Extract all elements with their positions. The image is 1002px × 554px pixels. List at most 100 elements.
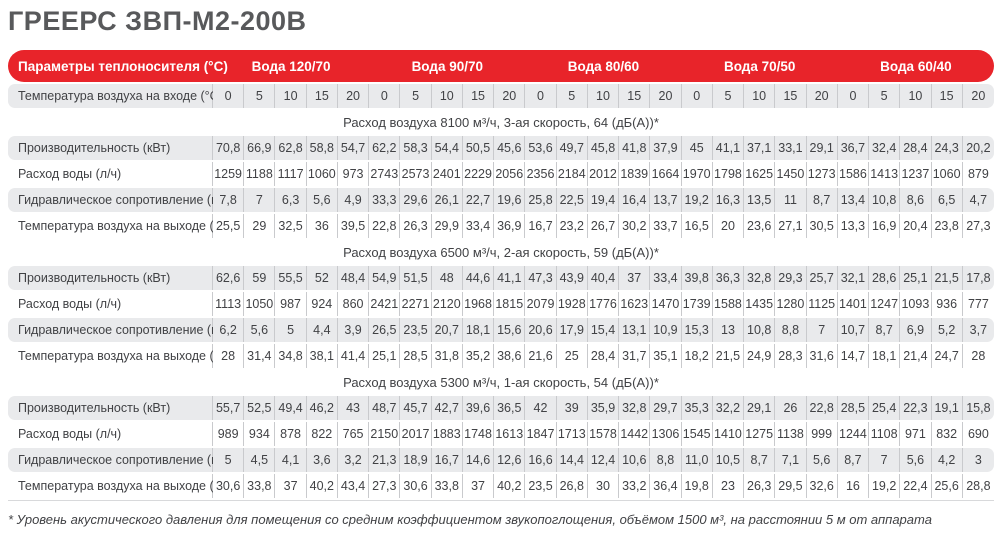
value-cell: 47,3	[525, 266, 557, 290]
value-cell: 29,3	[775, 266, 807, 290]
value-cell: 26	[775, 396, 807, 420]
value-cell: 18,1	[869, 344, 901, 368]
value-cell: 36,3	[712, 266, 745, 290]
inlet-temp-value: 0	[525, 84, 557, 108]
value-cell: 70,8	[213, 136, 245, 160]
value-cell: 1401	[837, 292, 870, 316]
value-cell: 28	[962, 344, 994, 368]
value-cell: 54,4	[431, 136, 463, 160]
value-cell: 1625	[744, 162, 776, 186]
value-cell: 31,8	[431, 344, 463, 368]
value-cell: 16,5	[681, 214, 713, 238]
value-cell: 973	[337, 162, 370, 186]
value-cell: 43,4	[337, 474, 370, 498]
data-row: Производительность (кВт) 70,8 66,9 62,8 58,8…	[8, 136, 994, 160]
value-cell: 35,9	[587, 396, 620, 420]
inlet-temp-value: 10	[587, 84, 620, 108]
value-cell: 17,8	[962, 266, 994, 290]
value-cell: 59	[244, 266, 276, 290]
inlet-temp-value: 0	[369, 84, 401, 108]
value-cell: 1776	[587, 292, 620, 316]
row-label: Расход воды (л/ч)	[8, 162, 213, 186]
value-cell: 25,5	[213, 214, 245, 238]
value-cell: 53,6	[525, 136, 557, 160]
value-cell: 22,4	[900, 474, 932, 498]
value-cell: 1623	[619, 292, 651, 316]
value-cell: 33,4	[462, 214, 495, 238]
inlet-temp-value: 5	[869, 84, 901, 108]
value-cell: 29,1	[744, 396, 776, 420]
value-cell: 3,6	[306, 448, 338, 472]
value-cell: 2229	[462, 162, 495, 186]
value-cell: 1586	[837, 162, 870, 186]
value-cell: 1259	[213, 162, 245, 186]
value-cell: 2079	[525, 292, 557, 316]
value-cell: 5,6	[306, 188, 338, 212]
value-cell: 29,6	[400, 188, 432, 212]
row-label: Расход воды (л/ч)	[8, 292, 213, 316]
value-cell: 1883	[431, 422, 463, 446]
value-cell: 1275	[744, 422, 776, 446]
value-cell: 924	[306, 292, 338, 316]
value-cell: 23	[712, 474, 745, 498]
value-cell: 3,7	[962, 318, 994, 342]
value-cell: 1798	[712, 162, 745, 186]
value-cell: 39,8	[681, 266, 713, 290]
value-cell: 1839	[619, 162, 651, 186]
value-cell: 29	[244, 214, 276, 238]
value-cell: 26,3	[400, 214, 432, 238]
value-cell: 8,8	[775, 318, 807, 342]
value-cell: 16,9	[869, 214, 901, 238]
value-cell: 32,4	[869, 136, 901, 160]
value-cell: 37	[275, 474, 307, 498]
value-cell: 48,4	[337, 266, 370, 290]
value-cell: 62,6	[213, 266, 245, 290]
value-cell: 28,4	[900, 136, 932, 160]
value-cell: 19,1	[931, 396, 963, 420]
section-title: Расход воздуха 8100 м³/ч, 3-ая скорость,…	[343, 115, 659, 130]
value-cell: 21,4	[900, 344, 932, 368]
value-cell: 24,3	[931, 136, 963, 160]
value-cell: 52	[306, 266, 338, 290]
value-cell: 37,1	[744, 136, 776, 160]
value-cell: 27,3	[369, 474, 401, 498]
value-cell: 25,6	[931, 474, 963, 498]
value-cell: 28,4	[587, 344, 620, 368]
value-cell: 2017	[400, 422, 432, 446]
value-cell: 41,4	[337, 344, 370, 368]
data-row: Производительность (кВт) 62,6 59 55,5 52 48,4…	[8, 266, 994, 290]
value-cell: 13,1	[619, 318, 651, 342]
value-cell: 55,7	[213, 396, 245, 420]
value-cell: 8,8	[650, 448, 682, 472]
value-cell: 28,5	[837, 396, 870, 420]
value-cell: 999	[806, 422, 838, 446]
value-cell: 1138	[775, 422, 807, 446]
inlet-temp-value: 20	[337, 84, 370, 108]
value-cell: 40,4	[587, 266, 620, 290]
value-cell: 989	[213, 422, 245, 446]
value-cell: 2120	[431, 292, 463, 316]
value-cell: 30	[587, 474, 620, 498]
value-cell: 4,7	[962, 188, 994, 212]
value-cell: 8,7	[806, 188, 838, 212]
value-cell: 860	[337, 292, 370, 316]
value-cell: 6,2	[213, 318, 245, 342]
value-cell: 7	[244, 188, 276, 212]
value-cell: 10,6	[619, 448, 651, 472]
value-cell: 14,7	[837, 344, 870, 368]
value-cell: 25,8	[525, 188, 557, 212]
value-cell: 5,6	[806, 448, 838, 472]
value-cell: 15,4	[587, 318, 620, 342]
inlet-temp-value: 5	[556, 84, 588, 108]
value-cell: 35,3	[681, 396, 713, 420]
value-cell: 32,1	[837, 266, 870, 290]
value-cell: 4,9	[337, 188, 370, 212]
value-cell: 35,2	[462, 344, 495, 368]
value-cell: 10,8	[869, 188, 901, 212]
inlet-temp-value: 20	[494, 84, 526, 108]
value-cell: 1613	[494, 422, 526, 446]
value-cell: 25,4	[869, 396, 901, 420]
value-cell: 19,6	[494, 188, 526, 212]
value-cell: 45,7	[400, 396, 432, 420]
value-cell: 8,7	[744, 448, 776, 472]
